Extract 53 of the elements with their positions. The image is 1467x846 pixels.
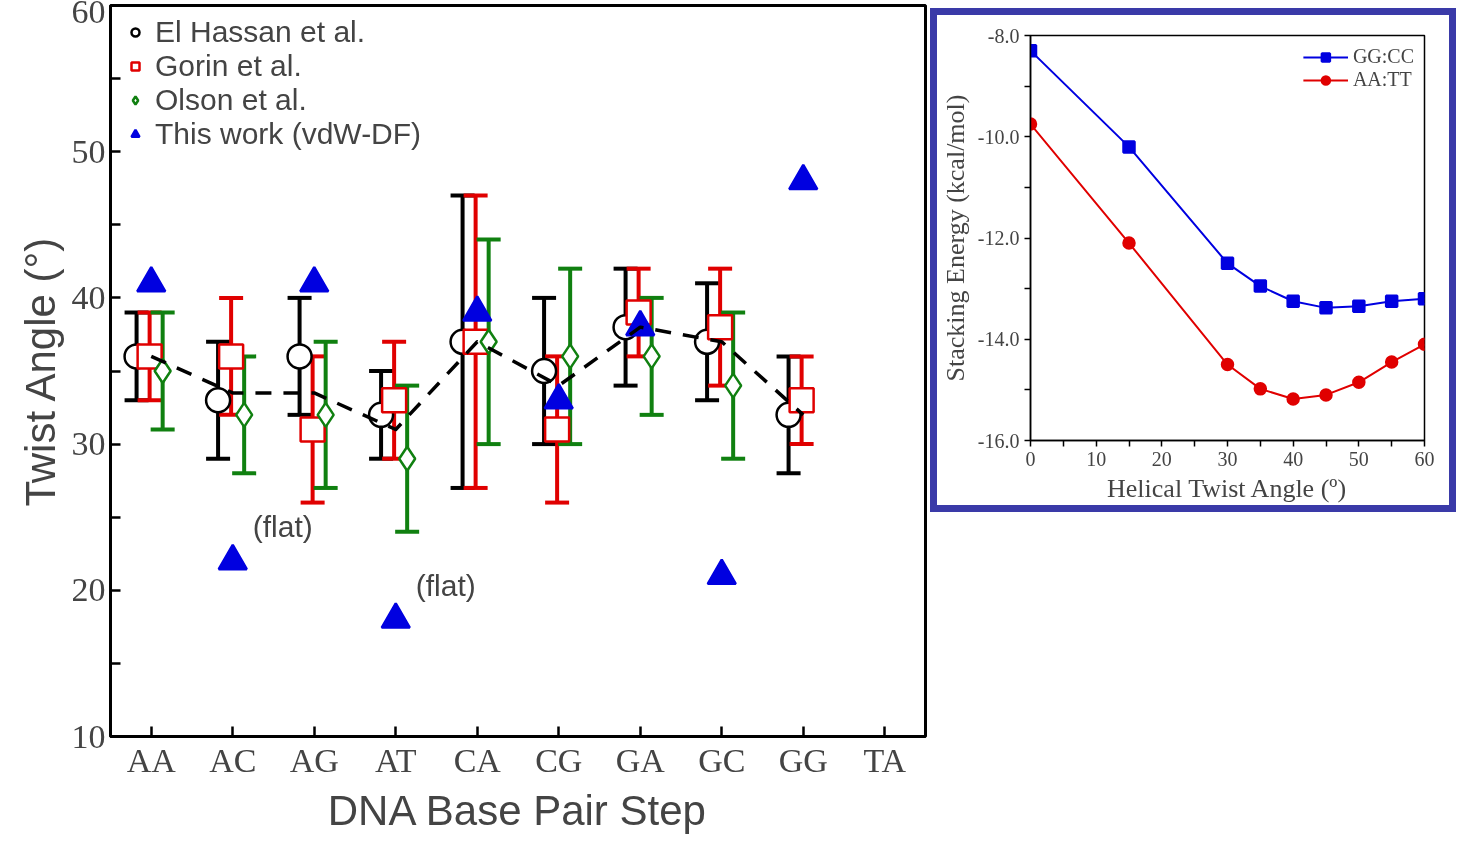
y-tick-label: -8.0 bbox=[987, 24, 1020, 47]
point bbox=[1319, 388, 1333, 402]
x-tick-label: 60 bbox=[1414, 447, 1435, 470]
legend-label: GG:CC bbox=[1352, 45, 1414, 68]
y-tick-label: 40 bbox=[71, 278, 106, 316]
x-tick-label: GA bbox=[615, 741, 666, 779]
x-tick-label: AG bbox=[289, 741, 339, 779]
legend-label: This work (vdW-DF) bbox=[155, 117, 422, 151]
point bbox=[1286, 392, 1300, 406]
y-tick-label: 10 bbox=[71, 717, 106, 755]
point bbox=[1122, 236, 1136, 250]
y-tick-label: -16.0 bbox=[977, 429, 1020, 452]
y-tick-label: 50 bbox=[71, 132, 106, 170]
x-tick-label: GC bbox=[698, 741, 746, 779]
point bbox=[1384, 355, 1399, 369]
y-axis-title: Twist Angle (°) bbox=[16, 237, 64, 507]
point bbox=[1220, 256, 1235, 271]
x-tick-label: GG bbox=[778, 741, 828, 779]
x-tick-label: 0 bbox=[1025, 447, 1036, 470]
point bbox=[1253, 279, 1268, 293]
y-tick-label: -10.0 bbox=[977, 125, 1020, 148]
point bbox=[1352, 299, 1366, 314]
point bbox=[1220, 357, 1235, 372]
x-tick-label: AA bbox=[126, 741, 177, 779]
y-axis-title: Stacking Energy (kcal/mol) bbox=[940, 94, 970, 382]
x-axis-title: Helical Twist Angle (º) bbox=[1107, 473, 1347, 503]
legend-label: AA:TT bbox=[1352, 68, 1412, 91]
point bbox=[1384, 294, 1399, 309]
point bbox=[1319, 301, 1333, 315]
x-tick-label: CG bbox=[535, 741, 583, 779]
legend-label: Gorin et al. bbox=[155, 49, 302, 83]
annotation: (flat) bbox=[415, 568, 476, 602]
point bbox=[1122, 140, 1136, 154]
y-tick-label: -14.0 bbox=[977, 328, 1020, 351]
x-tick-label: AT bbox=[374, 741, 417, 779]
x-tick-label: AC bbox=[209, 741, 257, 779]
legend-label: Olson et al. bbox=[155, 83, 307, 117]
legend-label: El Hassan et al. bbox=[155, 15, 366, 49]
point bbox=[1253, 382, 1268, 396]
point bbox=[1286, 294, 1300, 309]
y-tick-label: -12.0 bbox=[977, 227, 1020, 249]
x-tick-label: 40 bbox=[1283, 447, 1304, 470]
x-axis-title: DNA Base Pair Step bbox=[327, 786, 706, 834]
x-tick-label: 30 bbox=[1217, 447, 1238, 470]
y-tick-label: 60 bbox=[71, 0, 106, 30]
x-tick-label: 20 bbox=[1151, 447, 1172, 470]
x-tick-label: 50 bbox=[1348, 447, 1369, 470]
y-tick-label: 20 bbox=[71, 571, 106, 609]
point bbox=[1352, 375, 1366, 390]
x-tick-label: 10 bbox=[1086, 447, 1107, 470]
x-tick-label: TA bbox=[863, 741, 907, 779]
x-tick-label: CA bbox=[453, 741, 502, 779]
annotation: (flat) bbox=[252, 510, 313, 544]
